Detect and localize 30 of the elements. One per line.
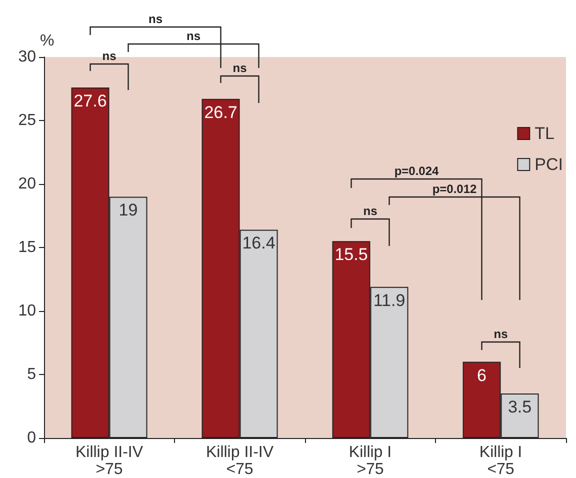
x-tick-label: Killip II-IV <75: [206, 444, 274, 478]
y-tick-label: 10: [18, 302, 36, 320]
y-axis-title: %: [40, 32, 54, 50]
annotation: ns: [363, 204, 378, 218]
data-label: 3.5: [508, 398, 532, 417]
data-label: 6: [477, 366, 486, 385]
legend-label: TL: [534, 124, 555, 143]
y-tick-label: 30: [18, 48, 36, 66]
annotation: ns: [102, 49, 117, 63]
annotation: p=0.024: [394, 164, 440, 178]
data-label: 15.5: [334, 245, 368, 264]
legend-label: PCI: [534, 155, 564, 174]
y-tick-label: 25: [18, 112, 36, 129]
text: ns: [148, 12, 163, 26]
x-tick-label: Killip I >75: [348, 444, 392, 478]
annotation: p=0.012: [432, 182, 478, 196]
annotation: ns: [494, 327, 508, 341]
data-label: 19: [118, 200, 138, 220]
data-label: 26.7: [204, 102, 238, 122]
text: ns: [186, 29, 201, 43]
y-tick-label: 15: [18, 239, 36, 256]
annotation: ns: [232, 61, 248, 75]
data-label: 16.4: [242, 234, 276, 253]
data-label: 11.9: [373, 290, 406, 310]
data-label: 27.6: [74, 91, 107, 110]
y-tick-label: 20: [18, 176, 36, 192]
y-tick-label: 5: [27, 366, 36, 383]
y-tick-label: 0: [27, 430, 36, 446]
x-tick-label: Killip II-IV >75: [75, 444, 144, 478]
x-tick-label: Killip I <75: [479, 444, 522, 478]
